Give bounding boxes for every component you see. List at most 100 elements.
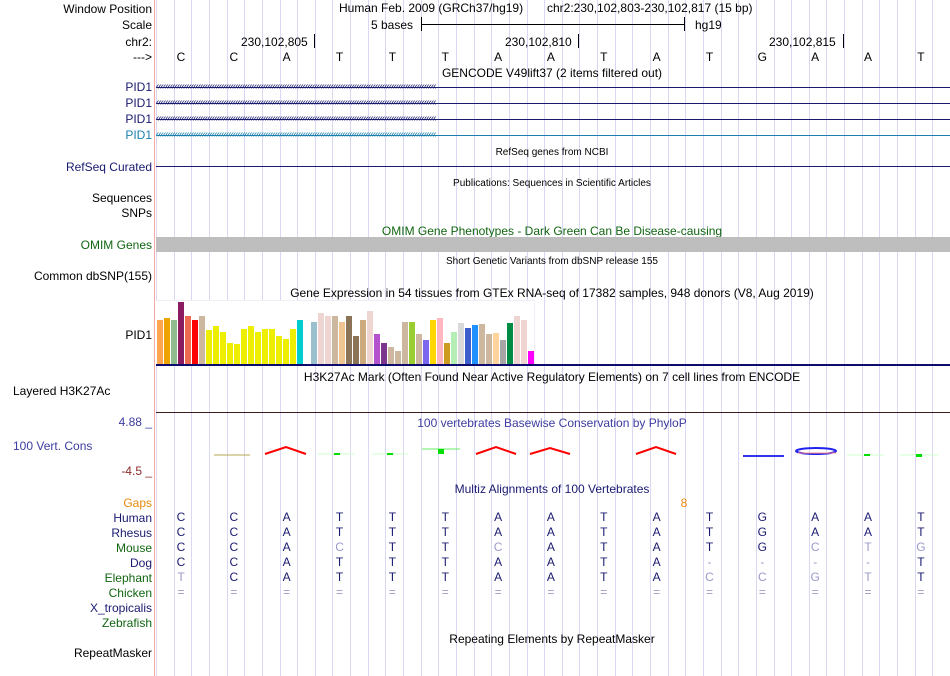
gtex-tissue-bar[interactable] — [479, 324, 485, 365]
omim-gene-bar[interactable] — [156, 237, 950, 252]
gtex-tissue-bar[interactable] — [283, 339, 289, 365]
gtex-tissue-bar[interactable] — [486, 334, 492, 365]
gtex-tissue-bar[interactable] — [493, 333, 499, 365]
gtex-tissue-bar[interactable] — [192, 320, 198, 365]
alignment-base: - — [813, 555, 818, 569]
gtex-tissue-bar[interactable] — [311, 322, 317, 365]
phylop-wiggle[interactable] — [156, 440, 950, 465]
alignment-base: A — [652, 570, 661, 584]
gtex-tissue-bar[interactable] — [262, 329, 268, 365]
gtex-tissue-bar[interactable] — [374, 334, 380, 365]
gtex-tissue-bar[interactable] — [332, 316, 338, 365]
gencode-gene-line[interactable] — [156, 135, 950, 136]
gencode-item-label[interactable]: PID1 — [125, 96, 152, 110]
publications-label-sequences[interactable]: Sequences — [91, 191, 152, 205]
publications-label-snps[interactable]: SNPs — [121, 206, 152, 220]
gtex-tissue-bar[interactable] — [297, 320, 303, 365]
refseq-gene-line[interactable] — [156, 166, 950, 167]
alignment-base: A — [864, 510, 873, 524]
gtex-tissue-bar[interactable] — [164, 318, 170, 365]
gtex-tissue-bar[interactable] — [437, 318, 443, 365]
gtex-tissue-bar[interactable] — [360, 320, 366, 365]
gtex-tissue-bar[interactable] — [521, 320, 527, 365]
gtex-tissue-bar[interactable] — [178, 302, 184, 365]
gtex-tissue-bar[interactable] — [255, 332, 261, 365]
strand-label[interactable]: ---> — [133, 50, 152, 64]
strand-arrows-icon: ‹‹‹‹‹‹‹‹‹‹‹‹‹‹‹‹‹‹‹‹‹‹‹‹‹‹‹‹‹‹‹‹‹‹‹‹‹‹‹‹… — [156, 114, 437, 124]
gtex-tissue-bar[interactable] — [458, 323, 464, 365]
gencode-gene-line[interactable] — [156, 103, 950, 104]
gtex-tissue-bar[interactable] — [157, 320, 163, 365]
base: A — [864, 50, 873, 64]
alignment-base: = — [441, 585, 449, 599]
gtex-tissue-bar[interactable] — [206, 330, 212, 365]
gencode-gene-line[interactable] — [156, 119, 950, 120]
gtex-tissue-bar[interactable] — [500, 340, 506, 365]
gtex-tissue-bar[interactable] — [220, 332, 226, 365]
phylop-track-label[interactable]: 100 Vert. Cons — [13, 439, 93, 453]
gtex-tissue-bar[interactable] — [353, 336, 359, 365]
multiz-species-label[interactable]: Mouse — [115, 541, 152, 555]
gtex-tissue-bar[interactable] — [444, 343, 450, 365]
gencode-item-label[interactable]: PID1 — [125, 128, 152, 142]
gtex-tissue-bar[interactable] — [409, 322, 415, 365]
gtex-tissue-bar[interactable] — [465, 328, 471, 365]
gtex-tissue-bar[interactable] — [528, 351, 534, 365]
gap-count: 8 — [680, 496, 688, 510]
gtex-track-label[interactable]: PID1 — [125, 328, 152, 342]
alignment-base: A — [282, 510, 291, 524]
multiz-species-label[interactable]: Zebrafish — [101, 616, 152, 630]
gtex-tissue-bar[interactable] — [367, 311, 373, 365]
gtex-tissue-bar[interactable] — [430, 320, 436, 365]
gencode-item-label[interactable]: PID1 — [125, 80, 152, 94]
gtex-tissue-bar[interactable] — [472, 325, 478, 365]
alignment-base: A — [546, 570, 555, 584]
gtex-tissue-bar[interactable] — [402, 322, 408, 365]
gtex-tissue-bar[interactable] — [339, 322, 345, 365]
gtex-tissue-bar[interactable] — [507, 323, 513, 365]
gtex-tissue-bar[interactable] — [325, 316, 331, 365]
refseq-track-label[interactable]: RefSeq Curated — [65, 160, 152, 174]
gtex-gene-line — [156, 364, 950, 366]
gtex-tissue-bar[interactable] — [318, 313, 324, 365]
alignment-base: - — [707, 555, 712, 569]
gtex-tissue-bar[interactable] — [381, 343, 387, 365]
alignment-base: T — [705, 525, 714, 539]
multiz-species-label[interactable]: Dog — [129, 556, 152, 570]
gtex-tissue-bar[interactable] — [276, 336, 282, 365]
multiz-species-label[interactable]: X_tropicalis — [89, 601, 152, 615]
dbsnp-track-label[interactable]: Common dbSNP(155) — [33, 269, 152, 283]
gtex-tissue-bar[interactable] — [388, 347, 394, 365]
h3k27ac-track-label[interactable]: Layered H3K27Ac — [13, 384, 111, 398]
scale-text: 5 bases — [371, 18, 414, 32]
multiz-species-label[interactable]: Rhesus — [111, 526, 152, 540]
gencode-item-label[interactable]: PID1 — [125, 112, 152, 126]
gtex-tissue-bar[interactable] — [199, 316, 205, 365]
gtex-tissue-bar[interactable] — [213, 326, 219, 365]
gtex-tissue-bar[interactable] — [416, 334, 422, 365]
repeatmasker-track-label[interactable]: RepeatMasker — [73, 646, 152, 660]
alignment-base: T — [705, 510, 714, 524]
gtex-tissue-bar[interactable] — [241, 329, 247, 365]
omim-track-label[interactable]: OMIM Genes — [80, 238, 152, 252]
gtex-tissue-bar[interactable] — [346, 316, 352, 365]
multiz-gaps-label[interactable]: Gaps — [123, 496, 152, 510]
gtex-bar-chart[interactable] — [156, 300, 535, 365]
gtex-tissue-bar[interactable] — [290, 329, 296, 365]
gtex-tissue-bar[interactable] — [185, 316, 191, 365]
multiz-species-label[interactable]: Elephant — [104, 571, 152, 585]
gtex-tissue-bar[interactable] — [451, 332, 457, 365]
position-readout: chr2:230,102,803-230,102,817 (15 bp) — [547, 1, 753, 15]
gtex-tissue-bar[interactable] — [395, 351, 401, 365]
multiz-species-label[interactable]: Human — [113, 511, 152, 525]
gtex-tissue-bar[interactable] — [227, 343, 233, 365]
gtex-tissue-bar[interactable] — [171, 320, 177, 365]
gtex-tissue-bar[interactable] — [269, 329, 275, 365]
gtex-tissue-bar[interactable] — [423, 340, 429, 365]
gtex-tissue-bar[interactable] — [514, 316, 520, 365]
multiz-species-label[interactable]: Chicken — [108, 586, 152, 600]
gtex-tissue-bar[interactable] — [248, 326, 254, 365]
gencode-gene-line[interactable] — [156, 87, 950, 88]
alignment-base: T — [600, 570, 608, 584]
gtex-tissue-bar[interactable] — [234, 344, 240, 365]
